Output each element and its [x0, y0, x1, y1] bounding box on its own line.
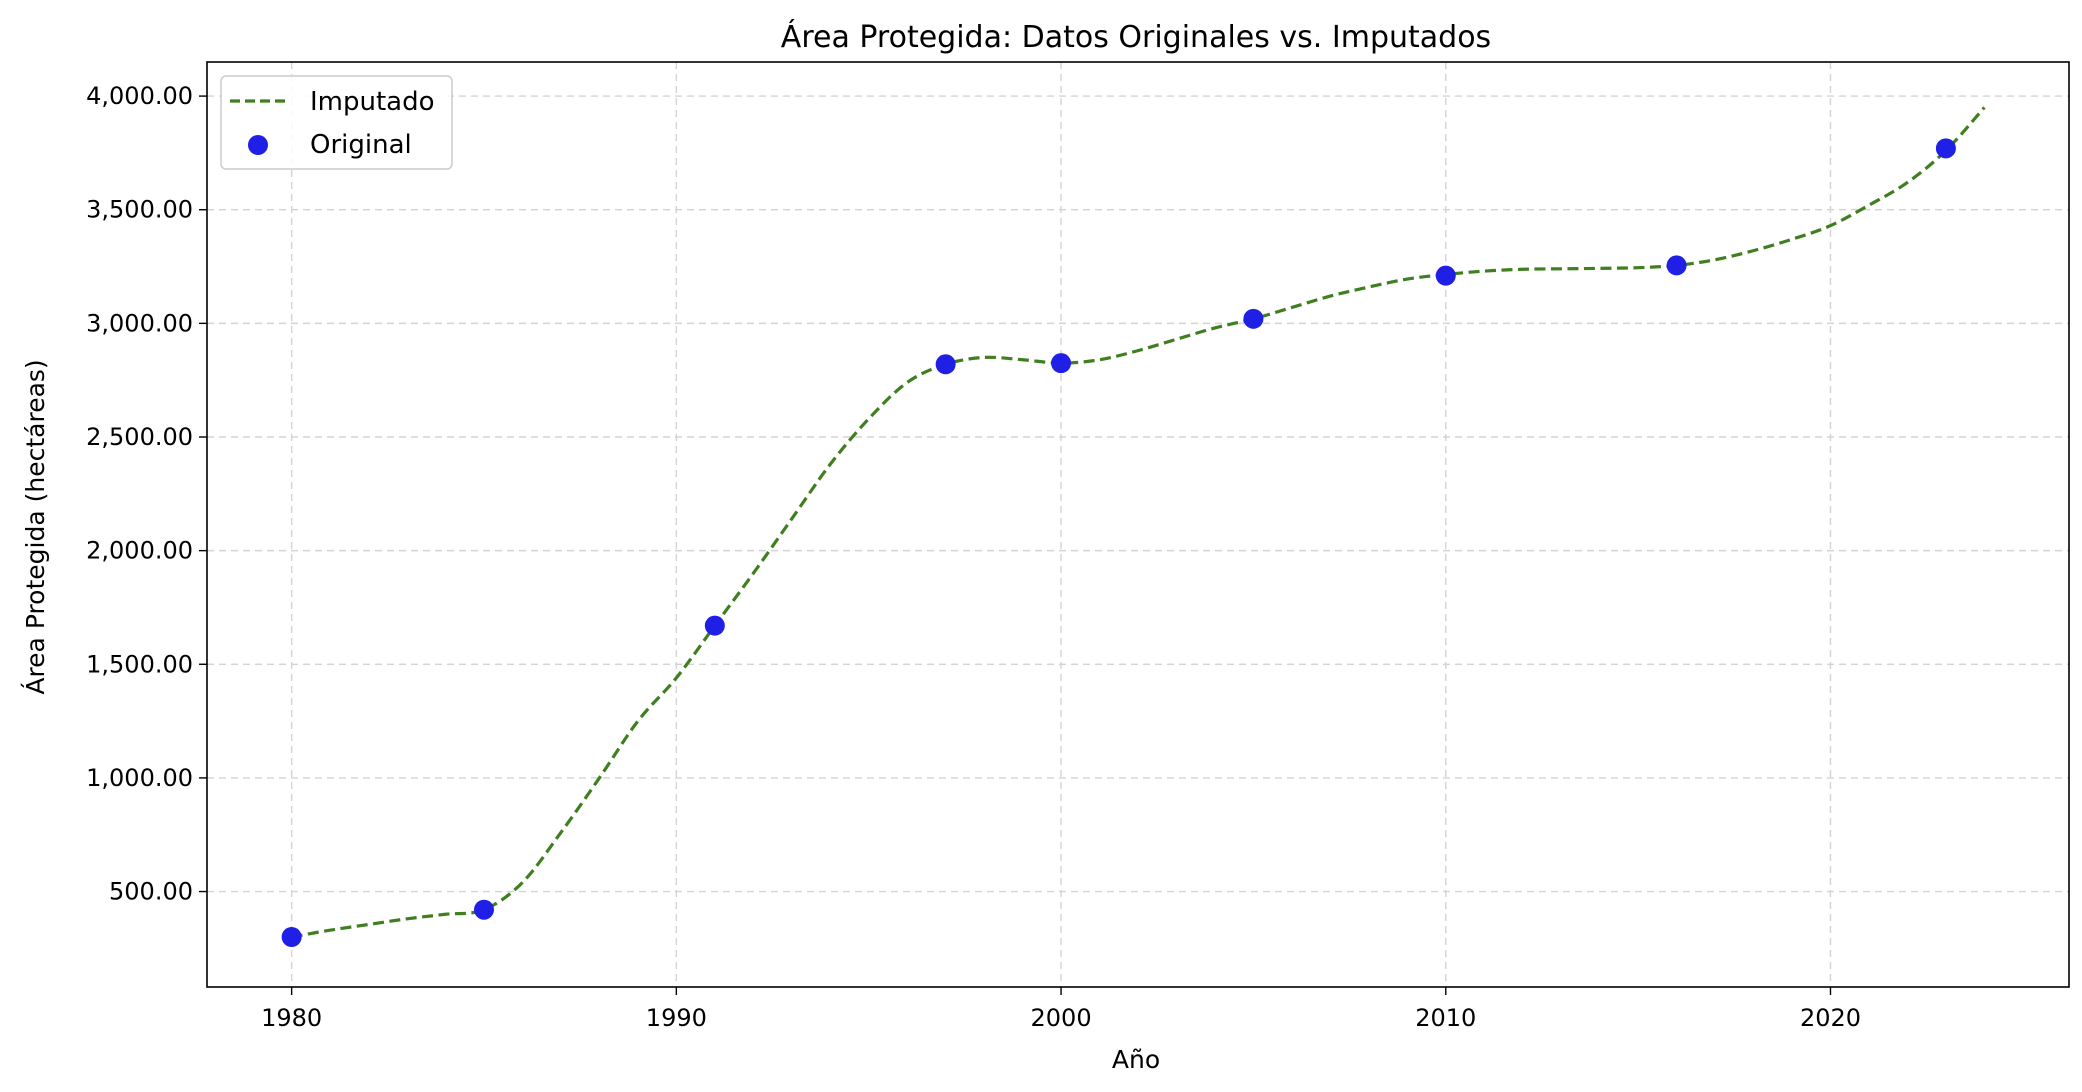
original-point — [281, 927, 302, 947]
legend: Imputado Original — [220, 75, 453, 170]
plot-frame — [206, 61, 2070, 988]
x-axis-label: Año — [1112, 1045, 1160, 1074]
y-tick-label: 3,500.00 — [86, 196, 193, 224]
original-point — [1051, 353, 1072, 374]
y-tick-label: 500.00 — [109, 878, 193, 906]
y-tick-label: 2,500.00 — [86, 423, 193, 451]
x-tick-label: 2000 — [1031, 1004, 1092, 1032]
x-tick-label: 1990 — [646, 1004, 707, 1032]
original-series — [281, 138, 1956, 947]
x-tick-label: 2020 — [1800, 1004, 1861, 1032]
original-point — [1435, 265, 1456, 286]
y-tick-label: 1,500.00 — [86, 650, 193, 678]
original-point — [935, 354, 956, 375]
y-axis-label: Área Protegida (hectáreas) — [21, 359, 50, 694]
y-tick-label: 4,000.00 — [86, 82, 193, 110]
grid-lines — [207, 62, 2069, 987]
original-point — [1666, 255, 1687, 276]
y-tick-label: 3,000.00 — [86, 309, 193, 337]
legend-original-marker — [248, 135, 268, 155]
x-axis-ticks: 1980 1990 2000 2010 2020 — [261, 987, 1861, 1032]
chart-title: Área Protegida: Datos Originales vs. Imp… — [781, 19, 1491, 55]
x-tick-label: 2010 — [1415, 1004, 1476, 1032]
legend-box — [220, 75, 453, 170]
legend-imputado-label: Imputado — [310, 87, 435, 117]
original-point — [473, 899, 494, 920]
original-point — [704, 615, 725, 636]
y-tick-label: 2,000.00 — [86, 537, 193, 565]
legend-original-label: Original — [310, 130, 412, 160]
y-axis-ticks: 500.00 1,000.00 1,500.00 2,000.00 2,500.00 3,… — [86, 82, 207, 906]
original-point — [1243, 308, 1264, 329]
x-tick-label: 1980 — [261, 1004, 322, 1032]
y-tick-label: 1,000.00 — [86, 764, 193, 792]
original-point — [1935, 138, 1956, 159]
